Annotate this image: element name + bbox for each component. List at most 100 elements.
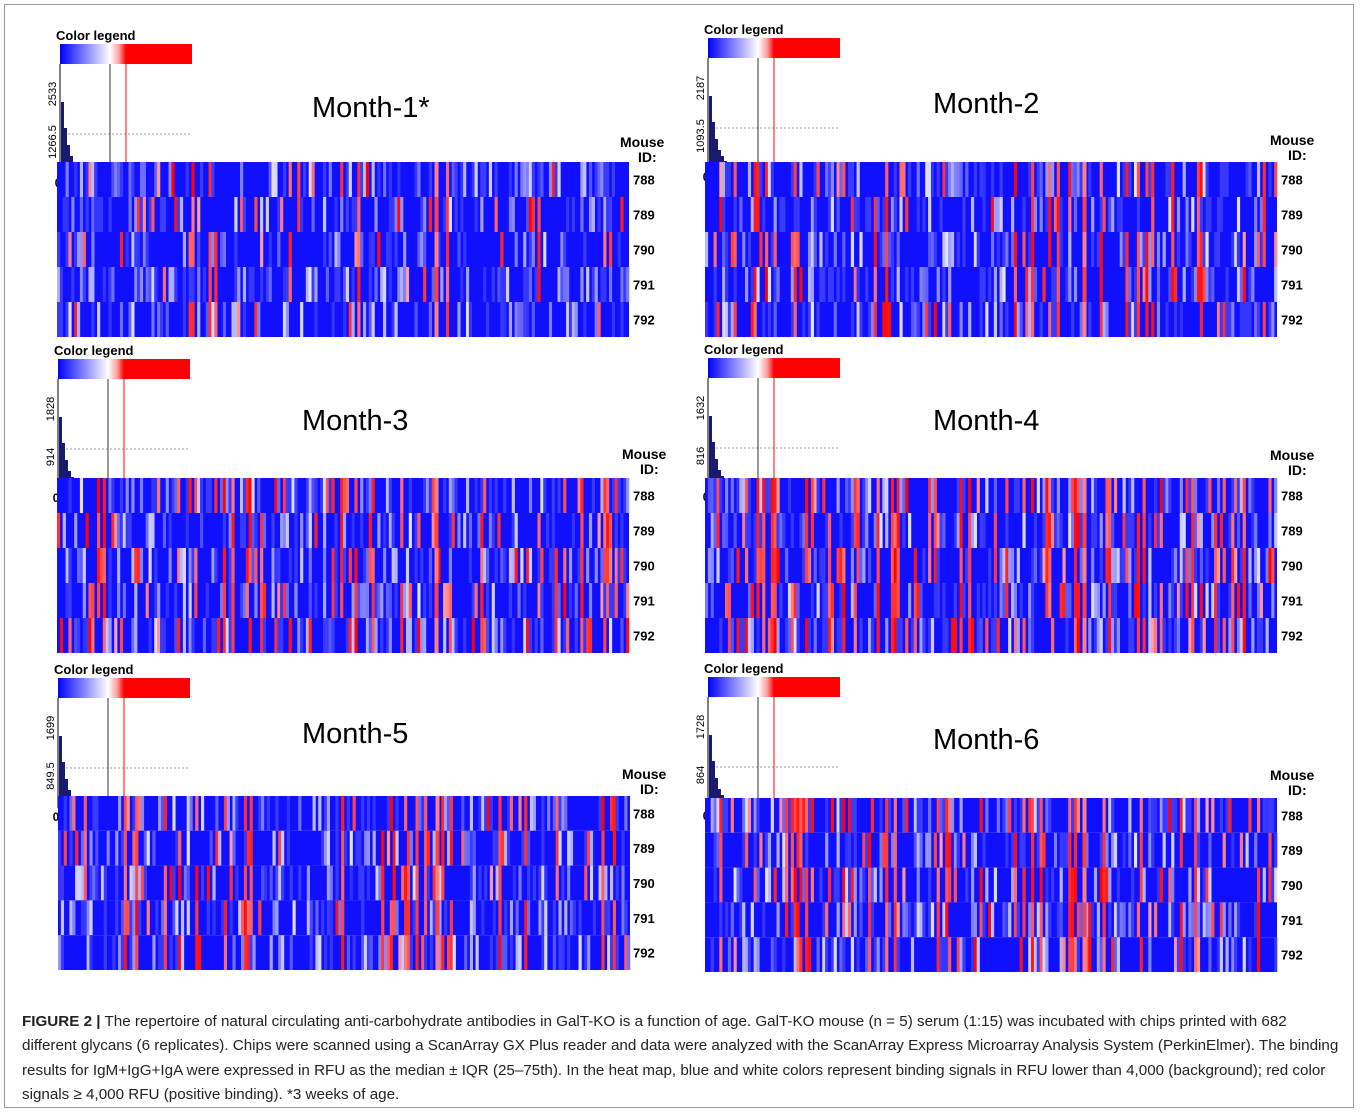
heatmap-cell [435, 796, 440, 831]
heatmap-cell [1068, 478, 1072, 513]
heatmap-cell [240, 197, 244, 232]
heatmap-cell [839, 513, 843, 548]
heatmap-cell [1162, 232, 1166, 267]
heatmap-cell [868, 832, 872, 868]
heatmap-cell [557, 267, 561, 302]
heatmap-cell [366, 865, 371, 901]
heatmap-cell [776, 513, 780, 548]
heatmap-cell [311, 267, 315, 302]
heatmap-cell [434, 513, 439, 548]
heatmap-cell [420, 618, 424, 653]
heatmap-cell [1151, 618, 1155, 653]
heatmap-cell [103, 935, 107, 970]
heatmap-cell [716, 548, 720, 583]
heatmap-cell [540, 548, 544, 583]
heatmap-cell [805, 937, 809, 972]
heatmap-cell [417, 232, 421, 267]
heatmap-cell [905, 267, 909, 302]
heatmap-cell [592, 900, 596, 936]
heatmap-cell [345, 162, 350, 197]
heatmap-cell [60, 900, 65, 936]
heatmap-cell [888, 232, 892, 267]
heatmap-cell [782, 832, 786, 868]
heatmap-cell [756, 583, 760, 618]
heatmap-cell [448, 478, 452, 513]
heatmap-cell [329, 935, 333, 970]
heatmap-cell [953, 618, 957, 653]
heatmap-cell [135, 830, 139, 866]
heatmap-cell [271, 513, 275, 548]
heatmap-cell [569, 830, 574, 866]
heatmap-cell [1248, 548, 1252, 583]
heatmap-cell [836, 832, 840, 868]
heatmap-cell [1191, 583, 1195, 618]
heatmap-cell [1182, 902, 1186, 938]
heatmap-cell [1111, 937, 1115, 972]
heatmap-cell [160, 796, 165, 831]
heatmap-cell [876, 478, 880, 513]
heatmap-cell [188, 478, 192, 513]
heatmap-cell [1008, 902, 1012, 938]
heatmap-cell [1093, 618, 1098, 653]
heatmap-cell [945, 618, 949, 653]
heatmap-cell [736, 867, 740, 903]
heatmap-cell [91, 232, 95, 267]
heatmap-cell [870, 302, 875, 337]
heatmap-cell [870, 798, 875, 833]
heatmap-cell [612, 900, 616, 936]
heatmap-cell [357, 197, 361, 232]
panel-title: Month-5 [302, 718, 408, 750]
heatmap-cell [148, 618, 152, 653]
legend-ytick-max: 2533 [47, 82, 59, 106]
heatmap-cell [787, 618, 792, 653]
heatmap-cell [848, 162, 852, 197]
heatmap-cell [1199, 197, 1203, 232]
heatmap-cell [956, 513, 960, 548]
heatmap-cell [725, 162, 729, 197]
heatmap-cell [580, 618, 584, 653]
heatmap-cell [555, 865, 559, 901]
heatmap-cell [489, 865, 494, 901]
heatmap-cell [725, 232, 729, 267]
heatmap-cell [406, 865, 411, 901]
heatmap-cell [710, 798, 714, 833]
heatmap-cell [222, 232, 227, 267]
heatmap-cell [165, 478, 169, 513]
heatmap-cell [1096, 232, 1100, 267]
heatmap-cell [913, 798, 917, 833]
heatmap-cell [1076, 902, 1080, 938]
heatmap-cell [1211, 583, 1215, 618]
heatmap-cell [551, 513, 555, 548]
legend-hist-bar [65, 460, 68, 489]
heatmap-cell [325, 618, 329, 653]
heatmap-cell [1091, 513, 1095, 548]
heatmap-cell [879, 232, 883, 267]
heatmap-cell [742, 902, 746, 938]
heatmap-cell [398, 935, 402, 970]
heatmap-cell [853, 618, 857, 653]
heatmap-cell [89, 865, 93, 901]
heatmap-cell [1071, 162, 1075, 197]
heatmap-cell [1016, 618, 1020, 653]
heatmap-cell [423, 618, 427, 653]
heatmap-cell [1228, 902, 1232, 938]
heatmap-cell [1082, 162, 1087, 197]
heatmap-cell [1116, 162, 1120, 197]
heatmap-cell [163, 935, 167, 970]
heatmap-cell [1205, 232, 1209, 267]
heatmap-cell [993, 302, 998, 337]
heatmap-cell [140, 796, 145, 831]
heatmap-cell [508, 162, 513, 197]
heatmap-cell [1031, 902, 1035, 938]
heatmap-cell [369, 935, 373, 970]
mouse-header-label: Mouse [622, 446, 667, 462]
heatmap-cell [882, 197, 886, 232]
heatmap-cell [882, 302, 886, 337]
heatmap-cell [200, 162, 204, 197]
heatmap-cell [282, 267, 287, 302]
heatmap-cell [248, 267, 252, 302]
heatmap-cell [272, 830, 276, 866]
heatmap-cell [448, 618, 452, 653]
heatmap-cell [617, 548, 621, 583]
heatmap-cell [825, 618, 829, 653]
